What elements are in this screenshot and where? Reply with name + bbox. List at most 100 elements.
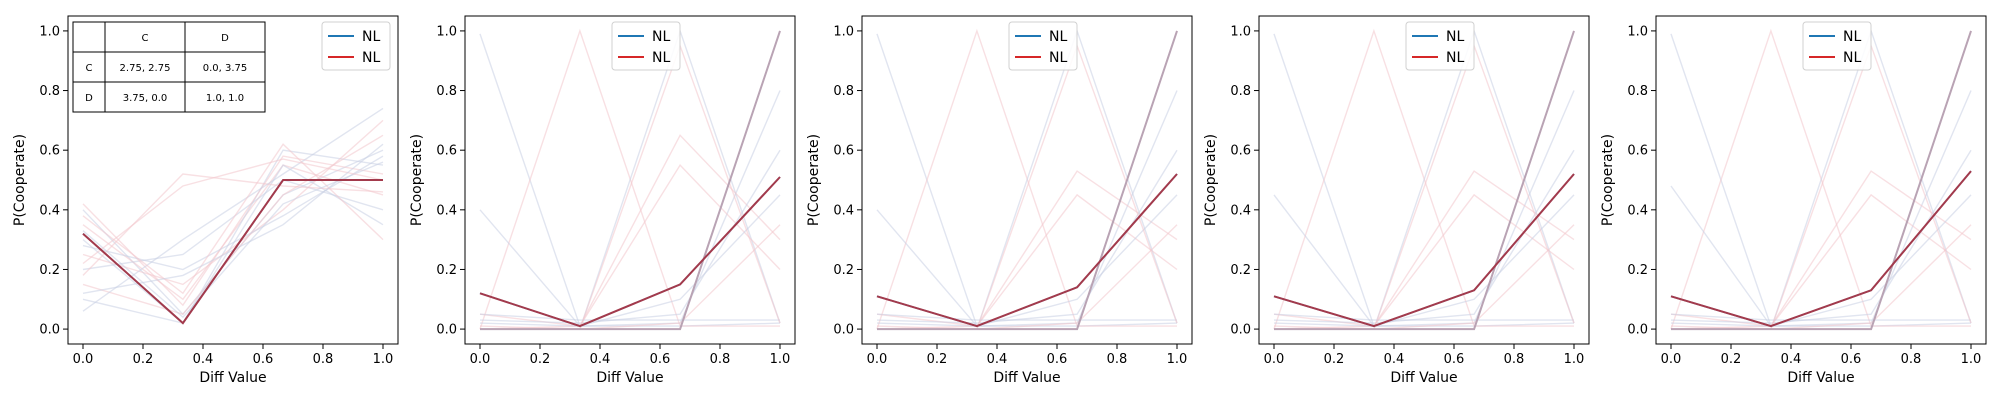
flat-series-line [480,30,781,331]
x-tick-label: 0.2 [133,352,154,367]
x-axis-label: Diff Value [1390,370,1457,386]
faint-trace-line [82,149,384,325]
faint-trace-line [479,134,781,327]
series-line-red [479,176,781,328]
x-tick-label: 1.0 [1564,352,1585,367]
x-tick-label: 0.6 [253,352,274,367]
y-tick-label: 1.0 [833,24,854,39]
chart-panel-2: 0.0 0.2 0.4 0.6 0.8 1.0 0.0 0.2 0.4 0.6 0.8 1.0 Diff… [409,15,796,386]
x-tick-label: 1.0 [373,352,394,367]
y-axis-label: P(Cooperate) [409,134,425,226]
chart-panel-1: 0.0 0.2 0.4 0.6 0.8 1.0 0.0 0.2 0.4 0.6 0.8 1.0 Diff… [12,15,399,386]
faint-trace-line [1670,194,1972,327]
x-tick-label: 0.2 [530,352,551,367]
table-row-header: D [85,93,93,104]
faint-trace-line [479,149,781,324]
plot-frame [1258,15,1590,345]
legend-label: NL [1446,29,1464,45]
x-axis-label: Diff Value [596,370,663,386]
x-tick-label: 0.2 [1721,352,1742,367]
x-tick-label: 0.2 [927,352,948,367]
legend-label: NL [362,29,380,45]
faint-trace-line [479,194,781,327]
x-tick-label: 0.4 [193,352,214,367]
legend-label: NL [1843,29,1861,45]
legend: NL NL [1405,21,1475,71]
y-tick-label: 0.2 [1627,263,1648,278]
y-tick-label: 0.2 [39,263,60,278]
x-tick-label: 1.0 [770,352,791,367]
y-tick-label: 0.0 [1627,323,1648,338]
y-tick-label: 0.6 [1230,144,1251,159]
table-cell: 0.0, 3.75 [203,63,248,74]
x-tick-label: 0.8 [1504,352,1525,367]
x-tick-label: 0.8 [313,352,334,367]
legend-label: NL [652,29,670,45]
y-tick-label: 0.2 [833,263,854,278]
faint-trace-line [82,143,384,295]
faint-trace-line [1670,224,1972,330]
plot-frame [861,15,1193,345]
y-tick-label: 0.0 [436,323,457,338]
y-axis-label: P(Cooperate) [806,134,822,226]
faint-trace-line [82,164,384,324]
y-tick-label: 0.4 [39,203,60,218]
faint-trace-line [479,90,781,327]
y-tick-label: 0.2 [1230,263,1251,278]
plot-frame [1655,15,1987,345]
y-tick-label: 0.0 [833,323,854,338]
faint-trace-line [1670,313,1971,321]
plot-frame [464,15,796,345]
series-line-red [1670,170,1972,328]
y-tick-label: 0.6 [1627,144,1648,159]
faint-trace-line [876,90,1178,327]
faint-trace-line [1273,313,1574,321]
faint-trace-line [876,313,1177,321]
y-tick-label: 0.8 [436,84,457,99]
y-tick-label: 0.8 [833,84,854,99]
faint-trace-line [479,224,781,330]
legend: NL NL [611,21,681,71]
y-tick-label: 0.8 [39,84,60,99]
faint-trace-line [876,170,1178,327]
y-axis-label: P(Cooperate) [12,134,28,226]
x-tick-label: 0.4 [1781,352,1802,367]
table-col-header: C [142,33,149,44]
y-tick-label: 0.8 [1230,84,1251,99]
table-row-header: C [86,63,93,74]
faint-trace-line [82,107,384,312]
x-tick-label: 0.0 [867,352,888,367]
y-axis-label: P(Cooperate) [1203,134,1219,226]
legend-label: NL [1446,50,1464,66]
plot-frame [67,15,399,345]
y-axis-label: P(Cooperate) [1600,134,1616,226]
legend: NL NL [321,21,391,71]
x-tick-label: 0.2 [1324,352,1345,367]
faint-trace-line [876,224,1178,330]
faint-trace-line [1670,170,1972,327]
y-tick-label: 0.6 [39,144,60,159]
table-col-header: D [221,33,229,44]
faint-trace-line [479,313,780,321]
y-tick-label: 0.0 [39,323,60,338]
chart-panel-5: 0.0 0.2 0.4 0.6 0.8 1.0 0.0 0.2 0.4 0.6 0.8 1.0 Diff… [1600,15,1987,386]
faint-trace-line [876,194,1178,327]
legend: NL NL [1802,21,1872,71]
x-tick-label: 0.4 [590,352,611,367]
y-tick-label: 1.0 [436,24,457,39]
x-tick-label: 0.8 [1107,352,1128,367]
chart-panel-3: 0.0 0.2 0.4 0.6 0.8 1.0 0.0 0.2 0.4 0.6 0.8 1.0 Diff… [806,15,1193,386]
x-tick-label: 0.6 [1047,352,1068,367]
y-tick-label: 0.4 [1230,203,1251,218]
x-tick-label: 0.0 [73,352,94,367]
x-axis-label: Diff Value [199,370,266,386]
y-tick-label: 0.8 [1627,84,1648,99]
x-axis-label: Diff Value [993,370,1060,386]
table-cell: 1.0, 1.0 [206,93,244,104]
faint-trace-line [82,155,384,271]
y-tick-label: 0.6 [833,144,854,159]
x-axis-label: Diff Value [1787,370,1854,386]
legend-label: NL [1049,29,1067,45]
x-tick-label: 1.0 [1961,352,1982,367]
